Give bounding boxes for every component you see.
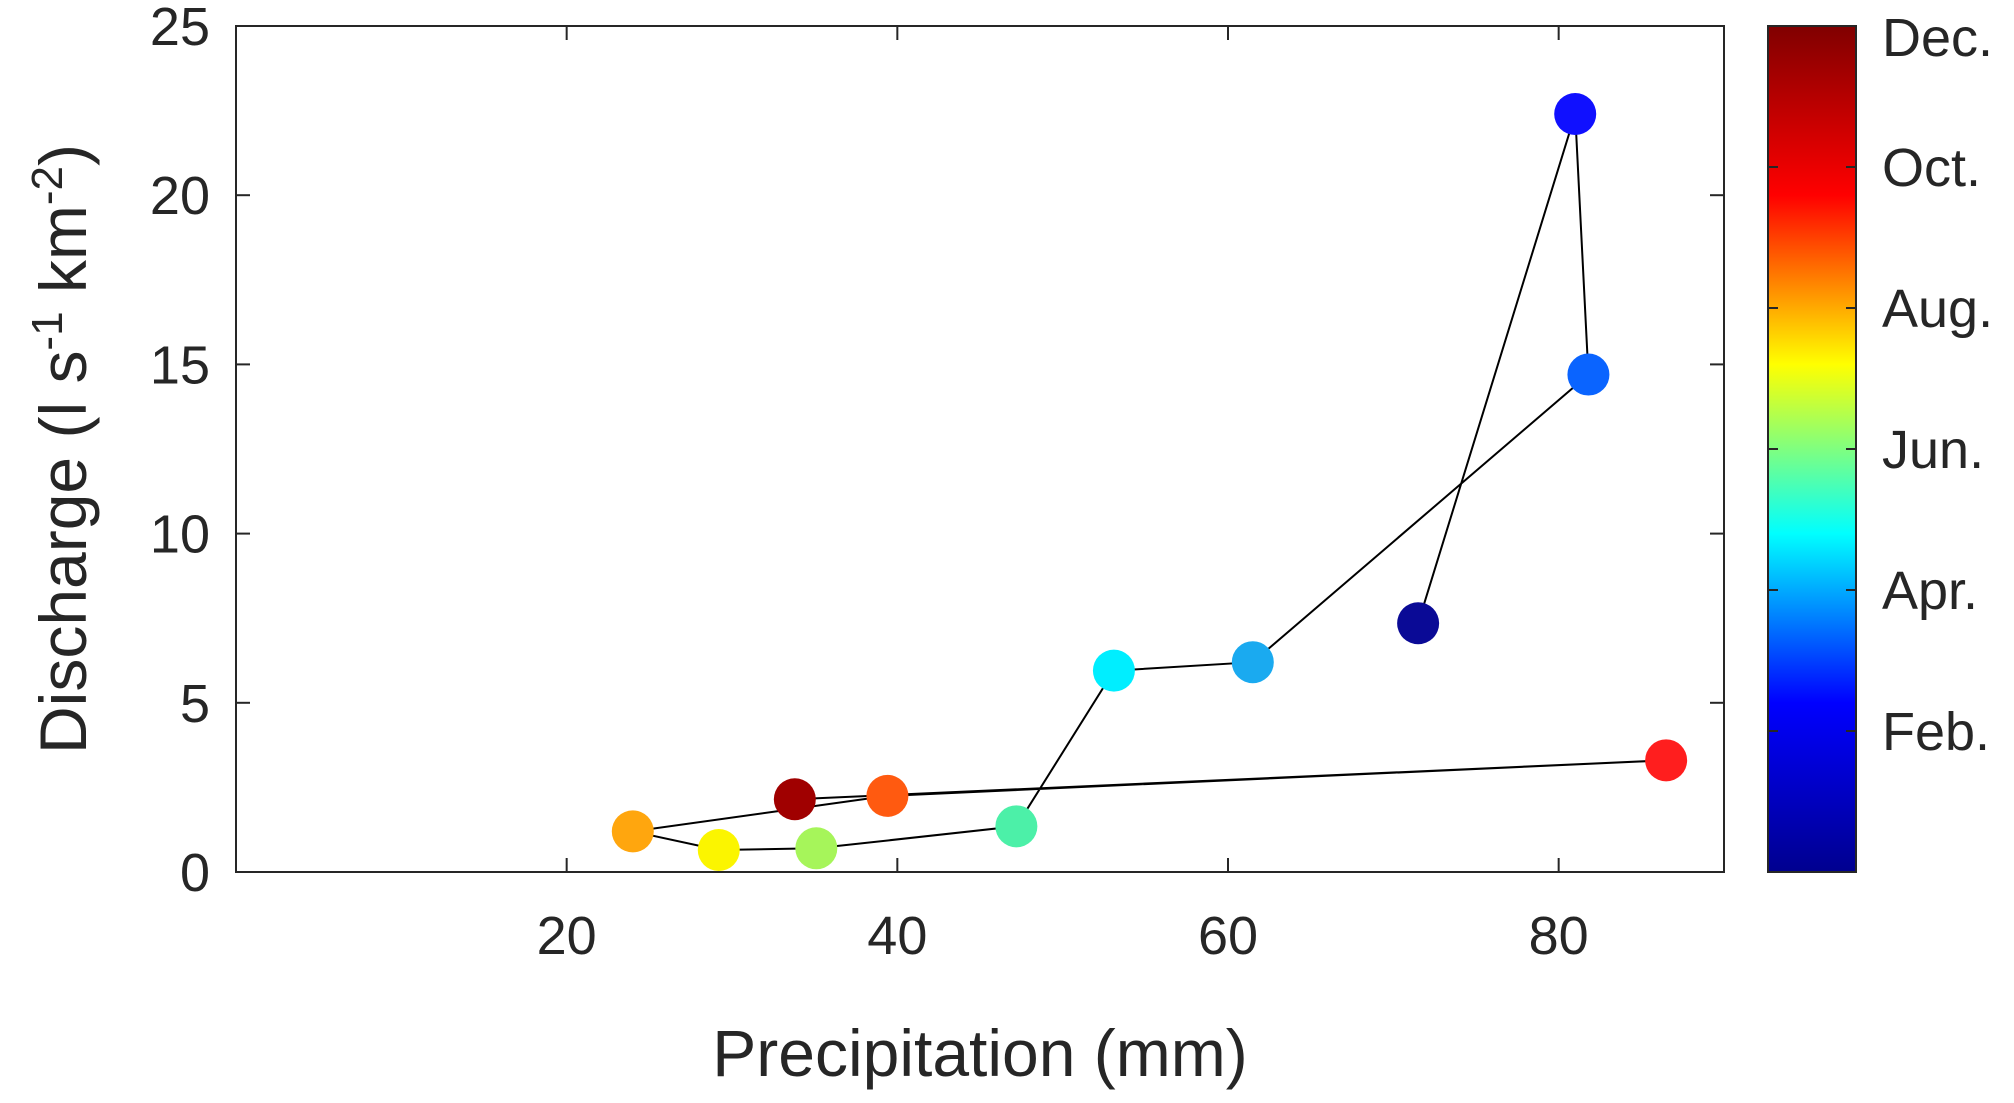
y-tick-label: 0 (180, 843, 210, 903)
data-point-month-9 (611, 810, 654, 853)
data-point-month-12 (773, 778, 816, 821)
y-tick-label: 15 (150, 335, 210, 395)
x-axis: 20 40 60 80 (537, 26, 1589, 966)
data-point-month-3 (1567, 353, 1610, 396)
y-tick-label: 5 (180, 674, 210, 734)
y-tick-label: 25 (150, 0, 210, 57)
plot-area (235, 25, 1725, 873)
data-point-month-4 (1231, 641, 1274, 684)
x-axis-label: Precipitation (mm) (712, 1016, 1247, 1090)
x-tick-label: 60 (1198, 906, 1258, 966)
x-tick-label: 20 (537, 906, 597, 966)
series-line (632, 113, 1667, 852)
data-point-month-10 (866, 774, 909, 817)
data-point-month-11 (1645, 739, 1688, 782)
colorbar-label: Jun. (1882, 420, 1984, 480)
data-point-month-2 (1554, 92, 1597, 135)
y-axis: 0 5 10 15 20 25 (150, 0, 1724, 903)
data-point-month-8 (697, 829, 740, 872)
colorbar-label: Dec. (1882, 8, 1993, 68)
y-axis-label: Discharge (l s-1 km-2) (23, 144, 100, 754)
y-tick-label: 20 (150, 166, 210, 226)
colorbar-label: Feb. (1882, 702, 1990, 762)
y-tick-label: 10 (150, 505, 210, 565)
series-points (611, 92, 1688, 872)
data-point-month-1 (1397, 602, 1440, 645)
colorbar-label: Apr. (1882, 561, 1978, 621)
data-point-month-6 (995, 805, 1038, 848)
colorbar-ticks: Dec. Oct. Aug. Jun. Apr. Feb. (1768, 8, 1993, 762)
data-point-month-7 (795, 827, 838, 870)
colorbar-label: Oct. (1882, 138, 1981, 198)
colorbar (1767, 25, 1857, 873)
colorbar-label: Aug. (1882, 279, 1993, 339)
data-point-month-5 (1092, 649, 1135, 692)
x-tick-label: 40 (867, 906, 927, 966)
x-tick-label: 80 (1529, 906, 1589, 966)
series-connector-line (632, 113, 1667, 852)
